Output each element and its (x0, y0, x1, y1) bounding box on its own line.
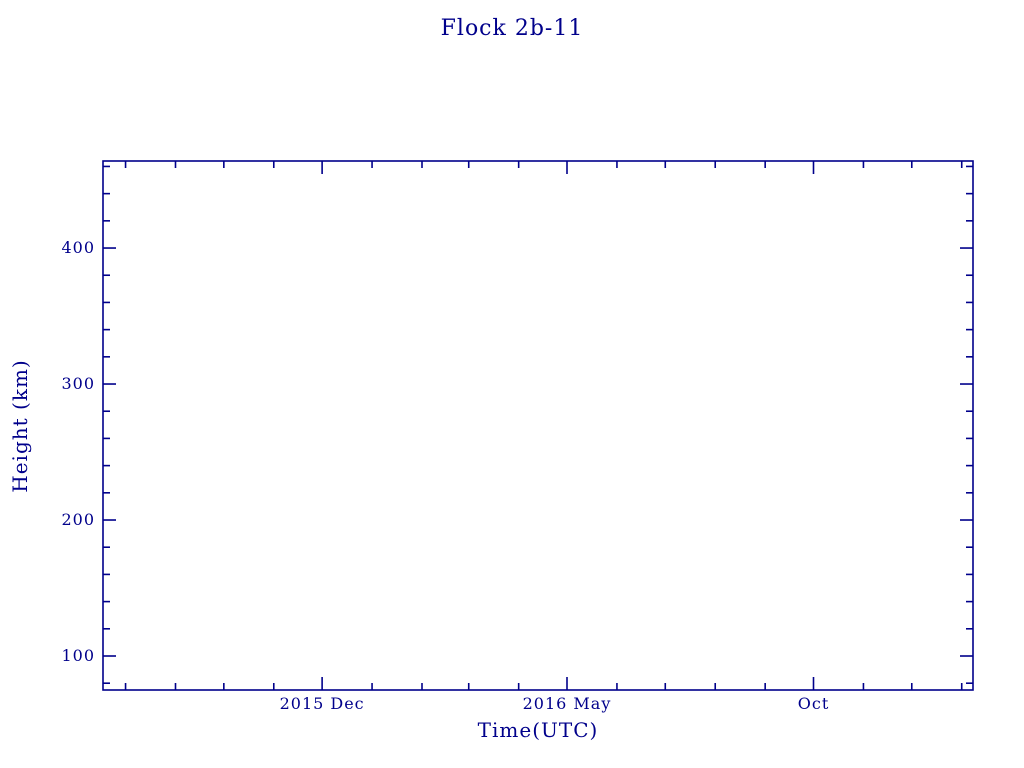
plot-frame-border (102, 160, 974, 691)
y-tick-label: 300 (61, 374, 95, 394)
y-tick-label: 100 (61, 646, 95, 665)
x-axis-label: Time(UTC) (477, 718, 599, 742)
y-tick-label: 200 (61, 510, 95, 529)
x-tick-label: Oct (797, 694, 830, 713)
y-tick-label: 400 (61, 238, 95, 258)
x-tick-label: 2015 Dec (279, 694, 365, 713)
chart-title: Flock 2b-11 (440, 16, 584, 41)
x-tick-label: 2016 May (522, 694, 612, 713)
